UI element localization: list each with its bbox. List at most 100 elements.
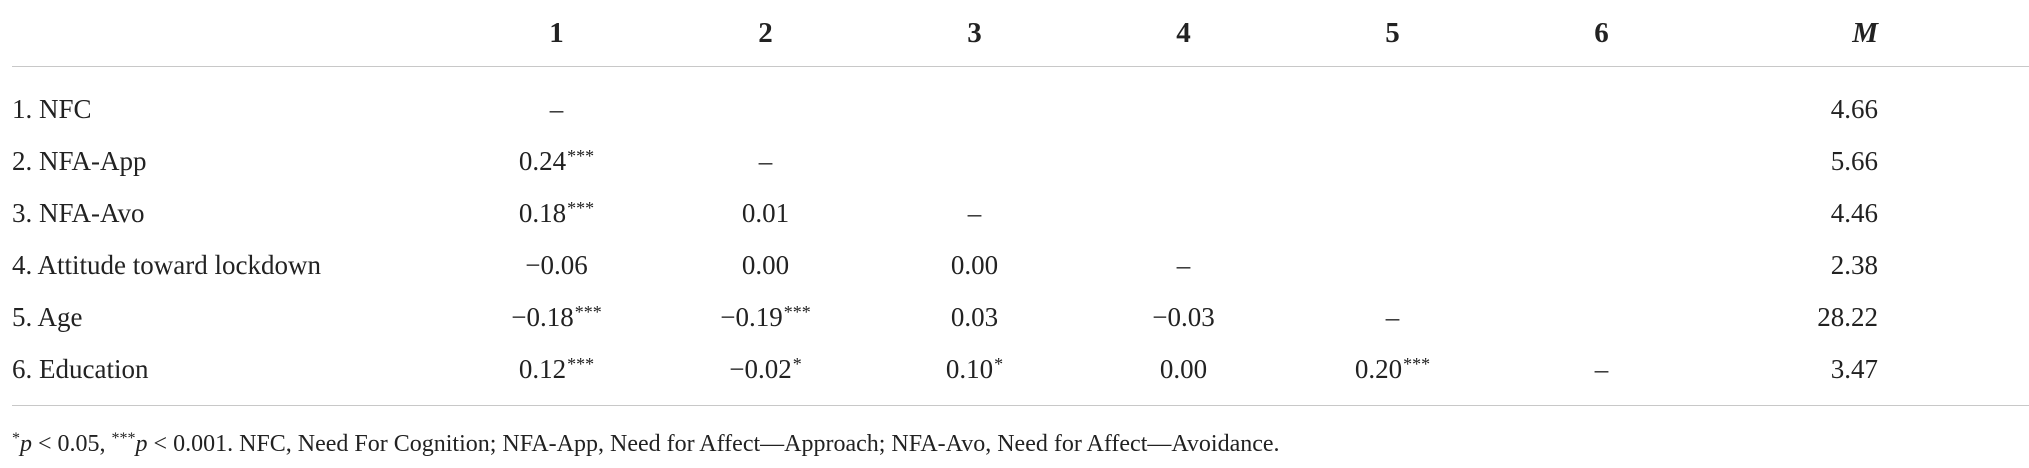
sd-cell: 1.32 xyxy=(1916,187,2029,239)
header-cell-6: 6 xyxy=(1497,0,1706,67)
significance-stars: *** xyxy=(1403,354,1431,374)
footnote-text-1: < 0.05, xyxy=(32,431,112,457)
correlation-cell: −0.19*** xyxy=(661,291,870,343)
correlation-value: 0.10 xyxy=(945,354,994,384)
correlation-cell xyxy=(1497,67,1706,136)
correlation-value: – xyxy=(1385,301,1400,332)
table-row: 4. Attitude toward lockdown −0.06 0.00 0.00… xyxy=(12,239,2029,291)
significance-stars: *** xyxy=(567,146,595,166)
correlation-cell: – xyxy=(452,67,661,136)
correlation-cell: – xyxy=(1079,239,1288,291)
row-label: 5. Age xyxy=(12,301,83,332)
correlation-cell xyxy=(1079,187,1288,239)
table-body: 1. NFC–4.660.822. NFA-App0.24***–5.660.9… xyxy=(12,67,2029,406)
footnote-text-2: < 0.001. NFC, Need For Cognition; NFA-Ap… xyxy=(147,431,1280,457)
header-cell-4: 4 xyxy=(1079,0,1288,67)
significance-stars: *** xyxy=(783,302,811,322)
correlation-value: −0.02 xyxy=(729,354,792,384)
header-cell-mean: M xyxy=(1706,0,1916,67)
correlation-cell: 0.01 xyxy=(661,187,870,239)
correlation-cell xyxy=(1288,239,1497,291)
correlation-value: −0.06 xyxy=(525,249,588,280)
significance-stars: * xyxy=(792,354,802,374)
correlation-value: – xyxy=(1176,249,1191,280)
correlation-cell: 0.10* xyxy=(870,343,1079,406)
correlation-cell xyxy=(1497,187,1706,239)
mean-cell: 28.22 xyxy=(1817,301,1878,332)
correlation-value: – xyxy=(549,93,564,124)
mean-cell: 4.66 xyxy=(1830,93,1878,124)
correlation-value: 0.00 xyxy=(741,249,790,280)
header-cell-label xyxy=(12,0,452,67)
mean-cell: 2.38 xyxy=(1830,249,1878,280)
correlation-cell: −0.02* xyxy=(661,343,870,406)
row-label: 3. NFA-Avo xyxy=(12,197,145,228)
sd-cell: 0.89 xyxy=(1916,343,2029,406)
correlation-table: 1 2 3 4 5 6 M SD 1. NFC–4.660.822. NFA-A… xyxy=(12,0,2029,406)
correlation-value: 0.01 xyxy=(741,197,790,228)
correlation-cell: 0.20*** xyxy=(1288,343,1497,406)
header-cell-1: 1 xyxy=(452,0,661,67)
sd-cell: 11.96 xyxy=(1916,291,2029,343)
correlation-value: 0.00 xyxy=(1159,353,1208,384)
correlation-cell xyxy=(661,67,870,136)
row-label: 4. Attitude toward lockdown xyxy=(12,249,321,280)
correlation-cell: 0.24*** xyxy=(452,135,661,187)
correlation-cell xyxy=(1497,135,1706,187)
correlation-cell xyxy=(870,135,1079,187)
significance-stars: *** xyxy=(567,354,595,374)
correlation-value: – xyxy=(1594,353,1609,384)
correlation-value: – xyxy=(967,197,982,228)
correlation-cell: −0.06 xyxy=(452,239,661,291)
mean-cell: 4.46 xyxy=(1830,197,1878,228)
correlation-value: 0.18 xyxy=(518,198,567,228)
significance-stars: *** xyxy=(574,302,602,322)
sd-cell: 0.94 xyxy=(1916,135,2029,187)
correlation-value: −0.18 xyxy=(511,302,574,332)
header-cell-2: 2 xyxy=(661,0,870,67)
correlation-cell: – xyxy=(870,187,1079,239)
correlation-value: 0.00 xyxy=(950,249,999,280)
row-label: 2. NFA-App xyxy=(12,145,147,176)
significance-stars: *** xyxy=(567,198,595,218)
correlation-cell: 0.12*** xyxy=(452,343,661,406)
correlation-cell xyxy=(1079,67,1288,136)
footnote-star-2: *** xyxy=(111,430,136,447)
correlation-cell xyxy=(1497,239,1706,291)
correlation-value: −0.19 xyxy=(720,302,783,332)
correlation-value: 0.03 xyxy=(950,301,999,332)
sd-cell: 1.36 xyxy=(1916,239,2029,291)
correlation-cell xyxy=(1288,135,1497,187)
row-label: 6. Education xyxy=(12,343,452,406)
correlation-cell xyxy=(1079,135,1288,187)
correlation-cell xyxy=(1288,187,1497,239)
correlation-cell: 0.03 xyxy=(870,291,1079,343)
correlation-cell: 0.18*** xyxy=(452,187,661,239)
table-row: 3. NFA-Avo 0.18*** 0.01 – 4.46 1.32 xyxy=(12,187,2029,239)
correlation-cell: – xyxy=(661,135,870,187)
mean-cell: 3.47 xyxy=(1706,343,1916,406)
row-label: 1. NFC xyxy=(12,93,92,124)
correlation-cell: 0.00 xyxy=(870,239,1079,291)
table-row: 1. NFC – 4.66 0.82 xyxy=(12,67,2029,136)
correlation-value: 0.24 xyxy=(518,146,567,176)
footnote-star-1: * xyxy=(12,430,20,447)
correlation-cell xyxy=(1288,67,1497,136)
mean-cell: 5.66 xyxy=(1830,145,1878,176)
correlation-cell xyxy=(870,67,1079,136)
correlation-cell: −0.03 xyxy=(1079,291,1288,343)
correlation-value: 0.20 xyxy=(1354,354,1403,384)
correlation-value: – xyxy=(758,145,773,176)
correlation-cell xyxy=(1497,291,1706,343)
table-row: 2. NFA-App 0.24*** – 5.66 0.94 xyxy=(12,135,2029,187)
correlation-cell: 0.00 xyxy=(661,239,870,291)
significance-stars: * xyxy=(994,354,1004,374)
correlation-table-container: 1 2 3 4 5 6 M SD 1. NFC–4.660.822. NFA-A… xyxy=(12,0,2029,406)
header-cell-5: 5 xyxy=(1288,0,1497,67)
header-row: 1 2 3 4 5 6 M SD xyxy=(12,0,2029,67)
footnote-p-2: p xyxy=(135,431,148,457)
correlation-cell: 0.00 xyxy=(1079,343,1288,406)
table-footnote: *p < 0.05, ***p < 0.001. NFC, Need For C… xyxy=(12,430,1280,458)
correlation-cell: −0.18*** xyxy=(452,291,661,343)
correlation-value: 0.12 xyxy=(518,354,567,384)
